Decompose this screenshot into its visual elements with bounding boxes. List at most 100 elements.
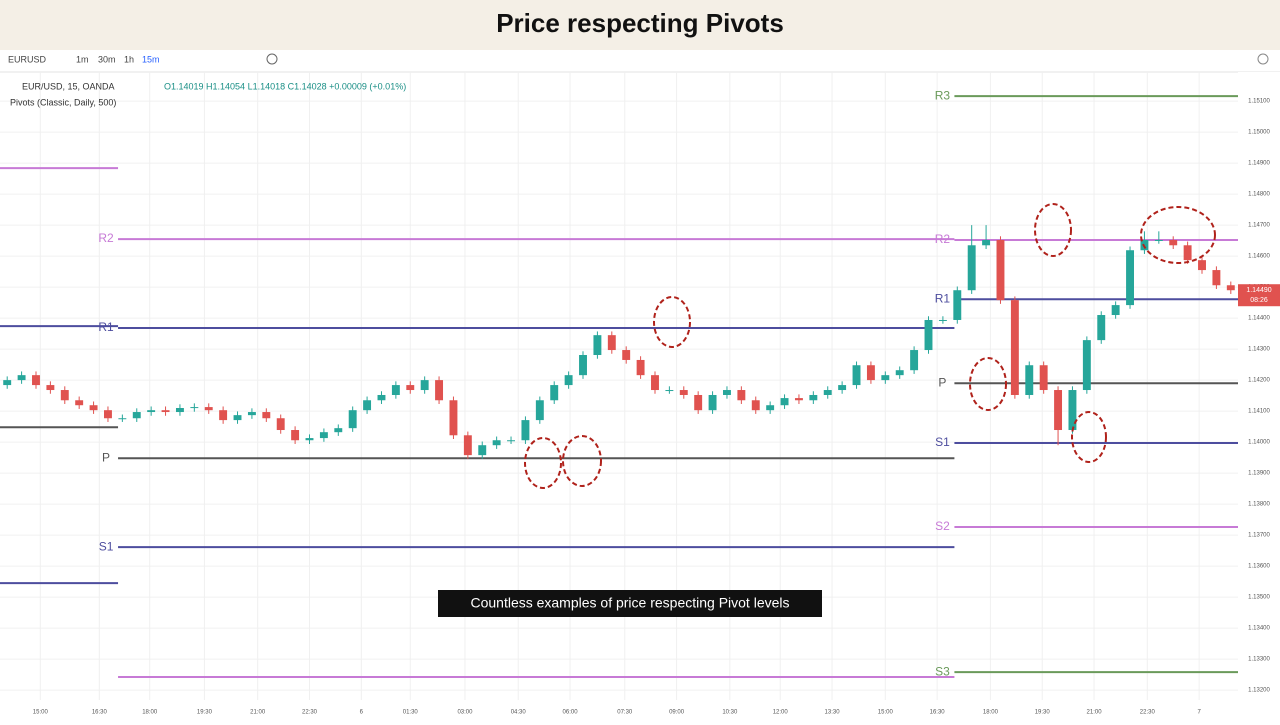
candle-body — [449, 400, 458, 436]
pivot-label: P — [938, 375, 946, 389]
candle-body — [1198, 260, 1206, 271]
interval-button[interactable]: 30m — [98, 54, 116, 64]
candle-body — [881, 375, 890, 381]
x-tick-label: 21:00 — [1087, 710, 1103, 716]
candle-body — [766, 405, 775, 411]
candle-body — [636, 359, 645, 376]
interval-button[interactable]: 15m — [142, 54, 160, 64]
candle-body — [852, 365, 861, 386]
highlight — [1034, 203, 1072, 257]
candle-body — [132, 412, 141, 419]
toolbar-icon[interactable] — [266, 53, 278, 65]
y-tick-label: 1.13700 — [1248, 533, 1270, 539]
x-tick-label: 15:00 — [33, 710, 49, 716]
highlight — [562, 435, 602, 487]
candle-body — [377, 394, 386, 401]
candle-body — [1183, 245, 1192, 261]
candle-body — [1126, 250, 1134, 306]
candle-body — [262, 412, 271, 419]
y-tick-label: 1.13400 — [1248, 626, 1270, 632]
candle-body — [1025, 365, 1034, 395]
x-tick-label: 10:30 — [722, 710, 738, 716]
y-tick-label: 1.15000 — [1248, 130, 1270, 136]
y-tick-label: 1.14800 — [1248, 192, 1270, 198]
candle-body — [737, 390, 746, 401]
x-tick-label: 7 — [1197, 710, 1201, 716]
annotation-box — [438, 590, 822, 617]
settings-icon[interactable] — [1257, 53, 1269, 65]
y-tick-label: 1.14900 — [1248, 161, 1270, 167]
countdown: 08:26 — [1250, 297, 1268, 304]
title-band — [0, 0, 1280, 50]
y-tick-label: 1.14700 — [1248, 223, 1270, 229]
candle-body — [492, 440, 501, 446]
y-tick-label: 1.14400 — [1248, 316, 1270, 322]
interval-button[interactable]: 1h — [124, 54, 134, 64]
candle-body — [32, 375, 40, 386]
candle-body — [17, 375, 26, 381]
candle-body — [1111, 305, 1120, 316]
x-tick-label: 22:30 — [1140, 710, 1156, 716]
candle-body — [463, 435, 472, 456]
x-tick-label: 16:30 — [92, 710, 108, 716]
candle-body — [233, 415, 242, 421]
candle-body — [953, 290, 962, 320]
symbol-button[interactable]: EURUSD — [8, 54, 47, 64]
candle-body — [1082, 340, 1091, 391]
candle-body — [147, 410, 156, 413]
candle-body — [118, 418, 127, 420]
x-tick-label: 22:30 — [302, 710, 318, 716]
y-tick-label: 1.13500 — [1248, 595, 1270, 601]
pivot-label: S1 — [99, 539, 114, 553]
candle-body — [46, 385, 55, 391]
candle-body — [809, 394, 818, 401]
candle-body — [780, 398, 789, 406]
pivot-label: S2 — [935, 519, 950, 533]
candle-body — [593, 335, 602, 356]
candle-body — [1097, 315, 1106, 341]
candle-body — [651, 375, 659, 391]
candle-body — [866, 365, 875, 381]
pivot-label: R3 — [935, 88, 951, 102]
pivot-label: R1 — [935, 291, 951, 305]
x-tick-label: 16:30 — [930, 710, 946, 716]
candle-body — [996, 240, 1005, 301]
candle-body — [334, 428, 343, 433]
highlight — [653, 296, 691, 348]
candle-body — [751, 400, 760, 411]
x-tick-label: 15:00 — [878, 710, 894, 716]
toolbar — [0, 50, 1280, 72]
candle-body — [838, 385, 847, 391]
candle-body — [579, 355, 587, 376]
y-tick-label: 1.14000 — [1248, 440, 1270, 446]
candle-body — [521, 420, 530, 441]
candle-body — [247, 412, 256, 416]
interval-button[interactable]: 1m — [76, 54, 89, 64]
pivot-label: S1 — [935, 435, 950, 449]
x-tick-label: 03:00 — [457, 710, 473, 716]
candle-body — [1068, 390, 1077, 431]
candle-body — [1212, 270, 1221, 286]
plot-area: 1.13200 1.13300 1.13400 1.13500 1.13600 1.137… — [0, 72, 1271, 716]
candle-body — [1039, 365, 1048, 391]
candle-body — [1054, 390, 1063, 431]
candle-body — [435, 380, 444, 401]
candle-body — [794, 398, 803, 401]
candle-body — [982, 240, 991, 246]
pivot-label: R2 — [935, 232, 951, 246]
candle-body — [910, 350, 919, 371]
legend-ohlc: O1.14019 H1.14054 L1.14018 C1.14028 +0.0… — [164, 81, 406, 91]
candle-body — [622, 350, 631, 360]
page-title: Price respecting Pivots — [496, 8, 784, 38]
candle-body — [564, 375, 573, 386]
candle-body — [1226, 285, 1235, 291]
candle-body — [276, 418, 285, 431]
x-tick-label: 21:00 — [250, 710, 266, 716]
x-tick-label: 18:00 — [983, 710, 999, 716]
candle-body — [161, 410, 170, 413]
candle-body — [75, 400, 84, 406]
candle-body — [348, 410, 357, 429]
candle-body — [104, 410, 112, 419]
highlight-circles — [524, 203, 1216, 489]
